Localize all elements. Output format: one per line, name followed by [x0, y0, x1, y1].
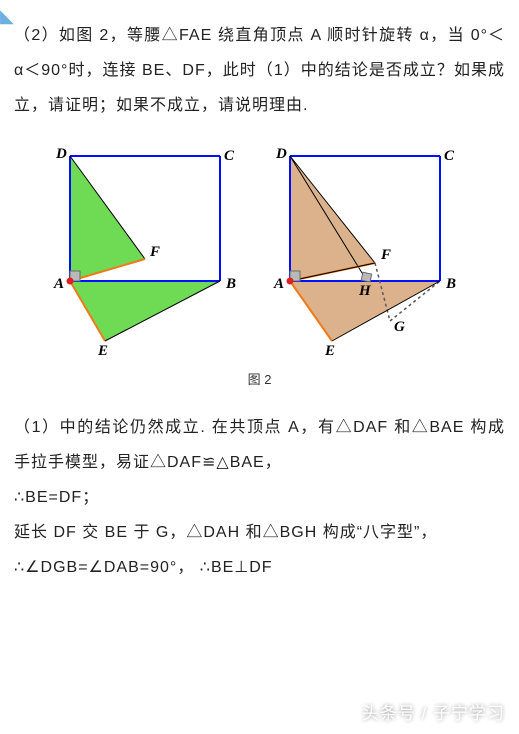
figure-row: D C B A F E D C B — [14, 146, 505, 361]
svg-text:A: A — [53, 276, 64, 292]
solution-line-2: ∴BE=DF； — [14, 480, 505, 515]
svg-text:B: B — [225, 276, 236, 292]
svg-text:D: D — [275, 146, 287, 162]
svg-text:E: E — [324, 343, 335, 359]
svg-text:B: B — [445, 276, 456, 292]
watermark-text: 头条号 / 子宁学习 — [362, 699, 505, 724]
svg-text:F: F — [380, 247, 391, 263]
svg-text:D: D — [55, 146, 67, 162]
page-content: （2）如图 2，等腰△FAE 绕直角顶点 A 顺时针旋转 α，当 0°＜α＜90… — [0, 0, 519, 586]
svg-text:F: F — [149, 244, 160, 260]
svg-text:G: G — [394, 319, 405, 335]
figure-caption: 图 2 — [14, 369, 505, 388]
figure-1: D C B A F E — [50, 146, 250, 361]
figure-2: D C B A F E G H — [270, 146, 470, 361]
corner-decor-icon: ◣ — [0, 6, 14, 27]
solution-line-3: 延长 DF 交 BE 于 G，△DAH 和△BGH 构成“八字型”， — [14, 515, 505, 550]
solution-line-4: ∴∠DGB=∠DAB=90°， ∴BE⊥DF — [14, 550, 505, 585]
svg-text:E: E — [97, 343, 108, 359]
svg-text:A: A — [273, 276, 284, 292]
svg-text:H: H — [358, 283, 372, 299]
problem-text: （2）如图 2，等腰△FAE 绕直角顶点 A 顺时针旋转 α，当 0°＜α＜90… — [14, 18, 505, 124]
svg-text:C: C — [224, 148, 235, 164]
svg-text:C: C — [444, 148, 455, 164]
solution-line-1: （1）中的结论仍然成立. 在共顶点 A，有△DAF 和△BAE 构成手拉手模型，… — [14, 410, 505, 480]
